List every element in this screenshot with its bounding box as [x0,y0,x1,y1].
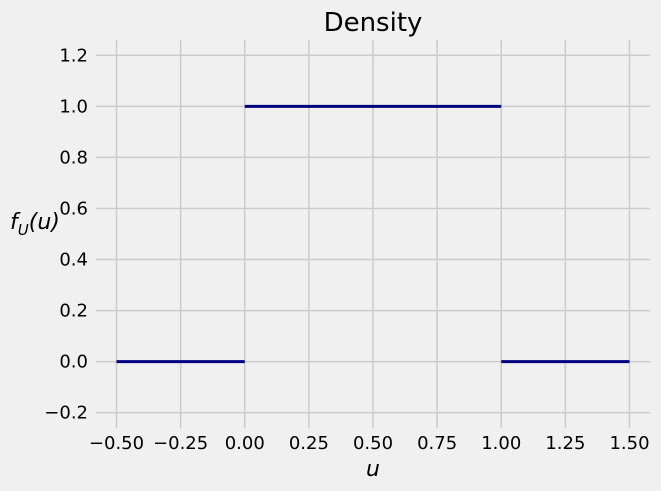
y-tick-label: −0.2 [44,403,88,424]
x-tick-labels: −0.50 −0.25 0.00 0.25 0.50 0.75 1.00 1.25 1.50 [89,433,650,454]
y-tick-labels: −0.2 0.0 0.2 0.4 0.6 0.8 1.0 1.2 [44,45,88,423]
x-tick-label: −0.25 [153,433,208,454]
grid [96,40,650,428]
x-tick-label: 0.25 [289,433,329,454]
x-tick-label: 0.50 [353,433,393,454]
y-tick-label: 0.6 [59,198,88,219]
y-tick-label: 0.0 [59,352,88,373]
chart-title: Density [324,8,423,38]
x-tick-label: 0.75 [417,433,457,454]
y-tick-label: 0.2 [59,301,88,322]
x-axis-label: u [366,457,380,482]
y-axis-label-argument: (u) [29,210,60,235]
x-tick-label: −0.50 [89,433,144,454]
y-tick-label: 0.4 [59,250,88,271]
y-axis-label-subscript: U [18,221,29,239]
y-tick-label: 0.8 [59,147,88,168]
y-axis-label-base: f [10,210,21,235]
y-axis-label: fU(u) [10,210,60,239]
plot-series [116,104,630,364]
x-tick-label: 1.00 [481,433,521,454]
x-tick-label: 0.00 [225,433,265,454]
x-tick-label: 1.50 [609,433,649,454]
y-tick-label: 1.0 [59,96,88,117]
y-tick-label: 1.2 [59,45,88,66]
x-tick-label: 1.25 [545,433,585,454]
